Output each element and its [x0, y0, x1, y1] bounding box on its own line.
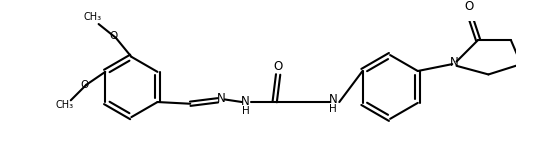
Text: N: N: [241, 95, 250, 108]
Text: N: N: [217, 92, 225, 105]
Text: CH₃: CH₃: [56, 100, 74, 111]
Text: CH₃: CH₃: [84, 12, 101, 22]
Text: O: O: [464, 0, 473, 13]
Text: O: O: [80, 80, 89, 90]
Text: O: O: [274, 60, 283, 73]
Text: N: N: [329, 93, 337, 106]
Text: O: O: [109, 31, 117, 41]
Text: H: H: [242, 106, 249, 116]
Text: H: H: [330, 104, 337, 114]
Text: N: N: [450, 56, 458, 69]
